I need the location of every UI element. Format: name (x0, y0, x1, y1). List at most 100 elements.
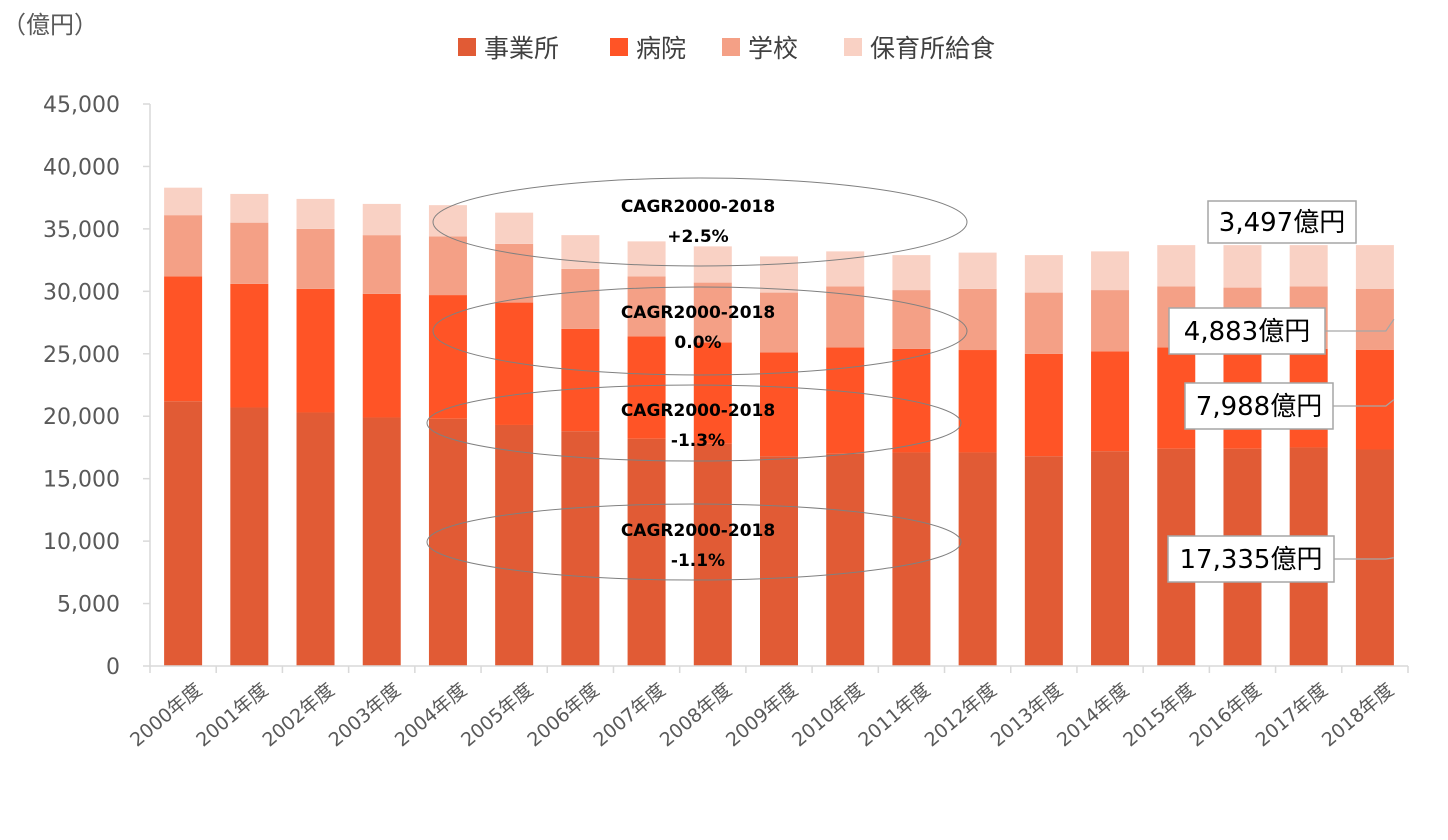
bar-segment (362, 293, 401, 418)
bar-segment (627, 438, 666, 666)
bar-segment (1091, 451, 1130, 666)
cagr-ellipse (432, 177, 968, 267)
cagr-value: +2.5% (667, 227, 728, 247)
bar-segment (826, 286, 865, 348)
bar-segment (627, 241, 666, 277)
cagr-label: CAGR2000-2018 (621, 521, 775, 541)
bar-segment (230, 193, 269, 223)
x-tick-label: 2013年度 (987, 679, 1067, 751)
bar-segment (1091, 351, 1130, 452)
bar-segment (561, 431, 600, 666)
callout-label: 7,988億円 (1196, 392, 1322, 422)
x-tick-label: 2012年度 (921, 679, 1001, 751)
bar-segment (362, 203, 401, 236)
legend-swatch (844, 38, 862, 56)
bar-segment (1355, 288, 1394, 350)
bar-segment (164, 401, 203, 666)
bar-segment (1223, 245, 1262, 288)
bar-segment (760, 292, 798, 353)
bar-segment (428, 236, 467, 296)
bar-segment (693, 246, 732, 283)
callout-box (1184, 382, 1334, 430)
callout-leader (1333, 399, 1395, 407)
bar-segment (1024, 255, 1063, 293)
y-axis: 0 5,000 10,000 15,000 20,000 25,000 30,000 35,0… (43, 93, 151, 680)
x-tick-label: 2000年度 (126, 679, 206, 751)
legend: 事業所 病院 学校 保育所給食 (458, 34, 995, 63)
bar-segment (958, 288, 997, 351)
y-tick-label: 35,000 (43, 218, 120, 243)
x-tick-label: 2017年度 (1252, 679, 1332, 751)
y-tick-label: 20,000 (43, 405, 120, 430)
x-tick-label: 2010年度 (788, 679, 868, 751)
bar-segment (1091, 251, 1130, 291)
bar-segment (1355, 245, 1394, 289)
cagr-annotations: CAGR2000-2018 +2.5% CAGR2000-2018 0.0% CAGR2… (426, 177, 968, 581)
x-tick-label: 2006年度 (523, 679, 603, 751)
bar-segment (561, 268, 600, 329)
bar-segment (1355, 449, 1394, 666)
callout-leader (1325, 318, 1395, 332)
bar-segment (693, 282, 732, 343)
x-tick-label: 2002年度 (258, 679, 338, 751)
y-tick-label: 45,000 (43, 93, 120, 118)
bar-segment (760, 256, 798, 293)
bar-segment (627, 276, 666, 337)
legend-label: 保育所給食 (870, 34, 995, 63)
bar-segment (826, 453, 865, 666)
bar-segment (164, 215, 203, 277)
x-tick-label: 2004年度 (391, 679, 471, 751)
bar-segment (164, 276, 203, 402)
callout-box (1168, 307, 1326, 355)
bar-segment (495, 212, 534, 244)
y-tick-label: 15,000 (43, 468, 120, 493)
legend-label: 学校 (748, 34, 798, 63)
callout-label: 4,883億円 (1184, 317, 1310, 347)
legend-swatch (610, 38, 628, 56)
bar-segment (958, 350, 997, 453)
bar-segment (1024, 353, 1063, 457)
x-tick-label: 2011年度 (854, 679, 934, 751)
cagr-ellipse (426, 384, 962, 462)
x-tick-label: 2015年度 (1119, 679, 1199, 751)
bar-segment (362, 235, 401, 294)
bar-segment (296, 228, 335, 289)
y-tick-label: 5,000 (57, 593, 120, 618)
bar-segment (760, 352, 798, 457)
bar-segment (495, 243, 534, 303)
y-tick-label: 10,000 (43, 530, 120, 555)
bar-segment (892, 452, 931, 666)
cagr-label: CAGR2000-2018 (621, 401, 775, 421)
x-tick-label: 2007年度 (589, 679, 669, 751)
x-axis: 2000年度2001年度2002年度2003年度2004年度2005年度2006… (126, 665, 1409, 751)
bar-segment (164, 187, 203, 216)
callout-label: 3,497億円 (1219, 208, 1345, 238)
bar-segment (561, 328, 600, 432)
bar-segment (428, 295, 467, 419)
callout-box (1207, 200, 1357, 244)
bar-segment (826, 347, 865, 454)
cagr-ellipse (432, 286, 968, 376)
bar-segment (296, 198, 335, 229)
bar-segment (627, 336, 666, 439)
bar-segment (230, 283, 269, 408)
bar-segment (362, 417, 401, 666)
cagr-value: -1.3% (671, 431, 725, 451)
bar-segment (1024, 292, 1063, 354)
y-tick-label: 40,000 (43, 155, 120, 180)
x-tick-label: 2003年度 (325, 679, 405, 751)
legend-swatch (458, 38, 476, 56)
callout-leader (1334, 557, 1394, 560)
bar-segment (958, 452, 997, 666)
cagr-ellipse (426, 503, 962, 581)
cagr-label: CAGR2000-2018 (621, 303, 775, 323)
bar-segment (428, 418, 467, 666)
bar-segment (892, 290, 931, 349)
bar-segment (428, 205, 467, 237)
bar-segment (1157, 245, 1196, 287)
bar-segment (1024, 456, 1063, 666)
callout-label: 17,335億円 (1180, 545, 1323, 575)
x-tick-label: 2005年度 (457, 679, 537, 751)
x-tick-label: 2008年度 (656, 679, 736, 751)
bar-segment (495, 302, 534, 425)
